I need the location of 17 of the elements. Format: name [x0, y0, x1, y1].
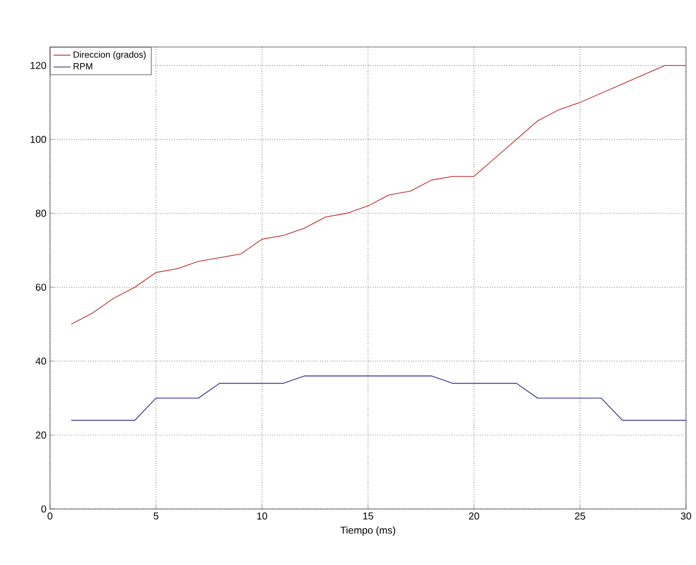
legend-label: RPM	[74, 63, 92, 70]
x-tick-label: 15	[363, 512, 374, 520]
legend-label: Direccion (grados)	[74, 51, 146, 60]
y-tick-label: 40	[36, 358, 46, 365]
y-tick-label: 100	[30, 136, 46, 143]
x-tick-label: 0	[48, 512, 52, 520]
x-tick-label: 10	[257, 512, 268, 520]
x-tick-label: 25	[574, 512, 586, 520]
y-tick-label: 80	[36, 210, 46, 217]
y-tick-label: 60	[36, 284, 46, 291]
y-tick-label: 0	[41, 505, 46, 513]
y-tick-label: 120	[30, 62, 46, 69]
x-tick-label: 5	[154, 512, 158, 520]
x-tick-label: 20	[468, 512, 480, 520]
x-axis-title: Tiempo (ms)	[340, 526, 396, 536]
y-tick-label: 20	[36, 432, 46, 439]
x-tick-label: 30	[680, 512, 692, 520]
